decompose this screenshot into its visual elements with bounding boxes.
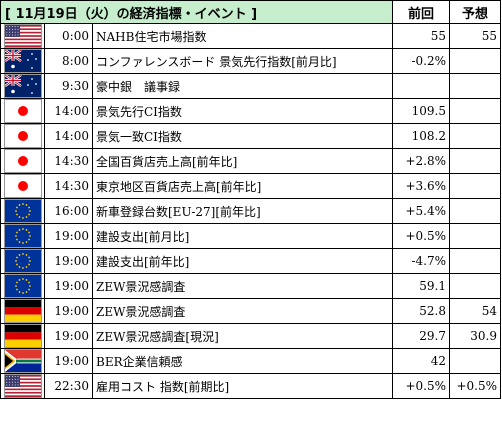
event-time: 22:30: [44, 373, 93, 399]
table-row: 16:00 新車登録台数[EU-27][前年比] +5.4%: [0, 198, 501, 224]
previous-value: +5.4%: [392, 198, 450, 224]
forecast-value: [449, 148, 501, 174]
previous-value: 108.2: [392, 123, 450, 149]
previous-value: 59.1: [392, 273, 450, 299]
previous-value: [392, 73, 450, 99]
table-row: 14:30 東京地区百貨店売上高[前年比] +3.6%: [0, 173, 501, 199]
event-name: NAHB住宅市場指数: [92, 23, 393, 49]
event-name: 建設支出[前年比]: [92, 248, 393, 274]
previous-value: 55: [392, 23, 450, 49]
table-row: 22:30 雇用コスト 指数[前期比] +0.5% +0.5%: [0, 373, 501, 399]
japan-flag-icon: [0, 123, 45, 149]
event-time: 14:00: [44, 123, 93, 149]
table-row: 19:00 ZEW景況感調査 59.1: [0, 273, 501, 299]
event-name: 景気一致CI指数: [92, 123, 393, 149]
forecast-value: 30.9: [449, 323, 501, 349]
event-name: 東京地区百貨店売上高[前年比]: [92, 173, 393, 199]
event-time: 14:30: [44, 148, 93, 174]
event-time: 19:00: [44, 348, 93, 374]
previous-column-header: 前回: [392, 0, 450, 24]
japan-flag-icon: [0, 173, 45, 199]
table-row: 19:00 建設支出[前月比] +0.5%: [0, 223, 501, 249]
event-time: 9:30: [44, 73, 93, 99]
forecast-value: [449, 48, 501, 74]
event-time: 14:30: [44, 173, 93, 199]
event-time: 16:00: [44, 198, 93, 224]
table-row: 14:00 景気先行CI指数 109.5: [0, 98, 501, 124]
forecast-column-header: 予想: [449, 0, 501, 24]
table-row: 19:00 ZEW景況感調査 52.8 54: [0, 298, 501, 324]
us-flag-icon: [0, 373, 45, 399]
previous-value: 109.5: [392, 98, 450, 124]
table-row: 19:00 BER企業信頼感 42: [0, 348, 501, 374]
forecast-value: [449, 248, 501, 274]
event-name: コンファレンスボード 景気先行指数[前月比]: [92, 48, 393, 74]
forecast-value: [449, 123, 501, 149]
event-name: ZEW景況感調査: [92, 273, 393, 299]
forecast-value: 55: [449, 23, 501, 49]
table-row: 14:00 景気一致CI指数 108.2: [0, 123, 501, 149]
page-title: [ 11月19日（火）の経済指標・イベント ]: [0, 0, 393, 24]
event-name: 豪中銀 議事録: [92, 73, 393, 99]
forecast-value: [449, 273, 501, 299]
forecast-value: [449, 223, 501, 249]
economic-indicators-table: [ 11月19日（火）の経済指標・イベント ] 前回 予想 0:00 NAHB住宅…: [0, 0, 501, 399]
table-row: 9:30 豪中銀 議事録: [0, 73, 501, 99]
previous-value: +2.8%: [392, 148, 450, 174]
forecast-value: 54: [449, 298, 501, 324]
table-row: 8:00 コンファレンスボード 景気先行指数[前月比] -0.2%: [0, 48, 501, 74]
forecast-value: [449, 348, 501, 374]
event-name: ZEW景況感調査[現況]: [92, 323, 393, 349]
table-row: 19:00 ZEW景況感調査[現況] 29.7 30.9: [0, 323, 501, 349]
forecast-value: [449, 98, 501, 124]
event-name: ZEW景況感調査: [92, 298, 393, 324]
previous-value: +0.5%: [392, 223, 450, 249]
table-row: 19:00 建設支出[前年比] -4.7%: [0, 248, 501, 274]
previous-value: 52.8: [392, 298, 450, 324]
event-time: 19:00: [44, 298, 93, 324]
event-name: 景気先行CI指数: [92, 98, 393, 124]
previous-value: -4.7%: [392, 248, 450, 274]
table-header-row: [ 11月19日（火）の経済指標・イベント ] 前回 予想: [0, 0, 501, 24]
japan-flag-icon: [0, 148, 45, 174]
eu-flag-icon: [0, 248, 45, 274]
previous-value: 29.7: [392, 323, 450, 349]
australia-flag-icon: [0, 73, 45, 99]
table-row: 14:30 全国百貨店売上高[前年比] +2.8%: [0, 148, 501, 174]
previous-value: -0.2%: [392, 48, 450, 74]
eu-flag-icon: [0, 198, 45, 224]
event-time: 0:00: [44, 23, 93, 49]
event-name: 雇用コスト 指数[前期比]: [92, 373, 393, 399]
event-time: 8:00: [44, 48, 93, 74]
eu-flag-icon: [0, 223, 45, 249]
event-name: 全国百貨店売上高[前年比]: [92, 148, 393, 174]
south-africa-flag-icon: [0, 348, 45, 374]
australia-flag-icon: [0, 48, 45, 74]
previous-value: +3.6%: [392, 173, 450, 199]
eu-flag-icon: [0, 273, 45, 299]
previous-value: 42: [392, 348, 450, 374]
event-time: 19:00: [44, 248, 93, 274]
event-time: 19:00: [44, 323, 93, 349]
forecast-value: +0.5%: [449, 373, 501, 399]
table-row: 0:00 NAHB住宅市場指数 55 55: [0, 23, 501, 49]
event-time: 19:00: [44, 223, 93, 249]
event-time: 19:00: [44, 273, 93, 299]
event-name: 建設支出[前月比]: [92, 223, 393, 249]
us-flag-icon: [0, 23, 45, 49]
germany-flag-icon: [0, 323, 45, 349]
forecast-value: [449, 73, 501, 99]
event-name: 新車登録台数[EU-27][前年比]: [92, 198, 393, 224]
previous-value: +0.5%: [392, 373, 450, 399]
event-name: BER企業信頼感: [92, 348, 393, 374]
germany-flag-icon: [0, 298, 45, 324]
japan-flag-icon: [0, 98, 45, 124]
forecast-value: [449, 198, 501, 224]
event-time: 14:00: [44, 98, 93, 124]
forecast-value: [449, 173, 501, 199]
